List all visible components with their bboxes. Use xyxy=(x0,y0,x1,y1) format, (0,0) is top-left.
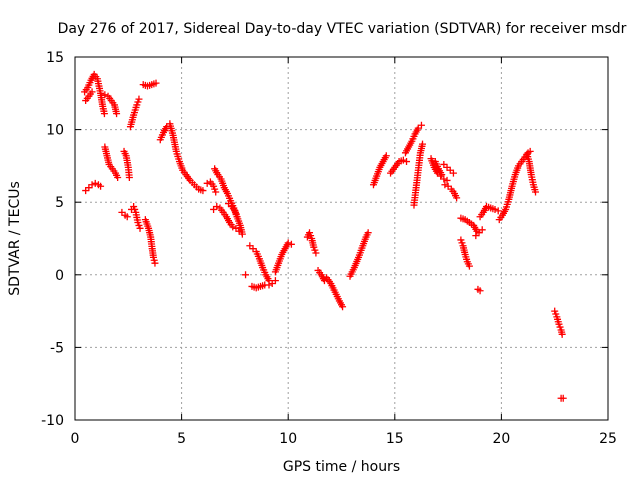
x-tick-label: 10 xyxy=(279,431,297,447)
data-point xyxy=(151,259,159,267)
data-point xyxy=(399,156,407,164)
data-point xyxy=(229,223,237,231)
data-point xyxy=(114,174,122,182)
y-tick-label: -5 xyxy=(50,340,64,356)
data-point xyxy=(403,158,411,166)
data-point xyxy=(419,140,427,148)
data-point xyxy=(88,181,96,189)
data-point xyxy=(203,179,211,187)
y-tick-label: 5 xyxy=(55,195,64,211)
data-point xyxy=(271,277,279,285)
y-tick-label: 0 xyxy=(55,268,64,284)
axis-ticks: 0 5 10 15 20 25 -10 -5 0 5 10 15 xyxy=(41,50,617,447)
x-tick-label: 25 xyxy=(599,431,617,447)
data-point xyxy=(438,171,446,179)
data-point xyxy=(532,188,540,196)
data-point xyxy=(135,95,143,103)
y-tick-label: -10 xyxy=(41,413,64,429)
data-point xyxy=(441,181,449,189)
data-point xyxy=(91,179,99,187)
x-tick-label: 5 xyxy=(177,431,186,447)
data-point xyxy=(449,169,457,177)
data-point xyxy=(476,287,484,295)
data-point xyxy=(212,188,220,196)
x-axis-label: GPS time / hours xyxy=(283,459,400,475)
data-point xyxy=(478,226,486,234)
data-point xyxy=(97,182,105,190)
data-point xyxy=(233,213,241,221)
data-point xyxy=(101,91,109,99)
data-point xyxy=(238,230,246,238)
x-tick-label: 0 xyxy=(71,431,80,447)
data-point xyxy=(113,110,121,118)
data-point xyxy=(312,249,320,257)
data-point xyxy=(558,330,566,338)
data-point xyxy=(417,121,425,129)
data-point xyxy=(453,194,461,202)
data-point xyxy=(152,79,160,87)
x-tick-label: 20 xyxy=(492,431,510,447)
data-points xyxy=(81,70,567,402)
data-point xyxy=(364,229,372,237)
data-point xyxy=(242,271,250,279)
data-point xyxy=(125,174,133,182)
grid-lines xyxy=(75,57,608,420)
data-point xyxy=(199,187,207,195)
y-tick-label: 15 xyxy=(46,50,64,66)
data-point xyxy=(284,239,292,247)
data-point xyxy=(559,394,567,402)
data-point xyxy=(443,176,451,184)
data-point xyxy=(123,213,131,221)
data-point xyxy=(265,281,273,289)
plot-frame xyxy=(74,56,609,421)
y-tick-label: 10 xyxy=(46,123,64,139)
data-point xyxy=(491,205,499,213)
data-point xyxy=(440,175,448,183)
data-point xyxy=(339,303,347,311)
x-tick-label: 15 xyxy=(386,431,404,447)
chart-title: Day 276 of 2017, Sidereal Day-to-day VTE… xyxy=(58,21,627,37)
data-point xyxy=(213,203,221,211)
data-point xyxy=(382,152,390,160)
data-point xyxy=(100,110,108,118)
data-point xyxy=(88,88,96,96)
data-point xyxy=(136,224,144,232)
y-axis-label: SDTVAR / TECUs xyxy=(7,181,23,296)
data-point xyxy=(494,207,502,215)
data-point xyxy=(287,240,295,248)
data-point xyxy=(465,262,473,270)
